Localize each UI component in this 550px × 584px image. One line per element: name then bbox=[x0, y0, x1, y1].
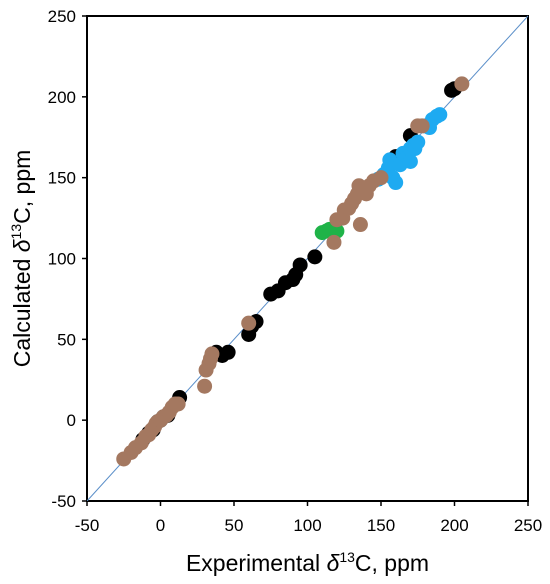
data-point bbox=[329, 223, 345, 239]
y-tick-label: 150 bbox=[48, 169, 76, 188]
data-point bbox=[197, 378, 213, 394]
data-point bbox=[241, 315, 257, 331]
x-tick-label: 0 bbox=[156, 516, 165, 535]
data-point bbox=[352, 217, 368, 233]
y-tick-label: -50 bbox=[51, 492, 76, 511]
x-tick-label: 100 bbox=[293, 516, 321, 535]
data-point bbox=[204, 346, 220, 362]
y-axis-ticks: -50 0 50 100 150 200 250 bbox=[48, 7, 87, 511]
plot-area bbox=[86, 15, 529, 502]
x-axis-title: Experimental δ13C, ppm bbox=[186, 549, 429, 576]
y-tick-label: 100 bbox=[48, 250, 76, 269]
data-point bbox=[410, 134, 426, 150]
y-axis-title: Calculated δ13C, ppm bbox=[8, 150, 35, 368]
data-point bbox=[388, 175, 404, 191]
data-point bbox=[414, 118, 430, 134]
x-tick-label: 200 bbox=[440, 516, 468, 535]
y-tick-label: 50 bbox=[57, 330, 76, 349]
data-point bbox=[292, 257, 308, 273]
y-tick-label: 0 bbox=[67, 411, 76, 430]
y-tick-label: 200 bbox=[48, 88, 76, 107]
y-tick-label: 250 bbox=[48, 7, 76, 26]
x-tick-label: 150 bbox=[367, 516, 395, 535]
data-point bbox=[220, 344, 236, 360]
x-tick-label: 50 bbox=[225, 516, 244, 535]
data-point bbox=[432, 107, 448, 123]
data-point bbox=[326, 234, 342, 250]
data-point bbox=[402, 154, 418, 169]
data-point bbox=[170, 396, 186, 412]
data-points bbox=[116, 76, 470, 467]
x-tick-label: -50 bbox=[75, 516, 100, 535]
x-tick-label: 250 bbox=[514, 516, 542, 535]
x-axis-ticks: -50 0 50 100 150 200 250 bbox=[75, 501, 542, 535]
data-point bbox=[373, 170, 389, 186]
data-point bbox=[454, 76, 470, 92]
data-point bbox=[307, 249, 323, 265]
